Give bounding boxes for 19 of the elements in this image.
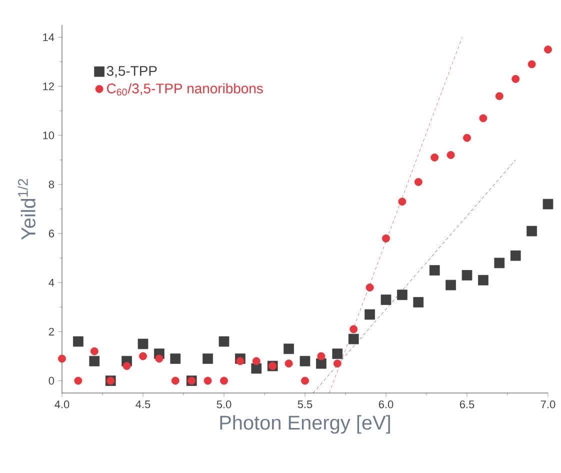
y-tick-label: 12 (43, 82, 54, 90)
y-tick-label: 2 (48, 328, 54, 336)
legend-label: C$_{60}$/3,5-TPP nanoribbons (107, 83, 263, 96)
y-tick-label: 6 (48, 230, 54, 238)
x-tick-label: 7.0 (540, 400, 556, 408)
x-tick-label: 5.5 (298, 400, 312, 408)
x-tick-label: 5.0 (216, 400, 232, 408)
y-tick-label: 0 (48, 376, 54, 385)
y-tick-label: 10 (43, 132, 54, 140)
x-tick-label: 6.0 (378, 400, 394, 408)
y-axis-title: Yeild$^{1/2}$ (18, 179, 36, 240)
y-tick-label: 14 (43, 34, 54, 42)
y-tick-label: 8 (48, 180, 54, 188)
y-tick-label: 4 (48, 278, 54, 286)
x-axis-title: Photon Energy [eV] (220, 415, 390, 434)
x-tick-label: 4.0 (54, 400, 70, 408)
x-tick-label: 6.5 (460, 400, 474, 408)
x-tick-label: 4.5 (136, 400, 150, 408)
legend-label: 3,5-TPP (106, 66, 157, 78)
